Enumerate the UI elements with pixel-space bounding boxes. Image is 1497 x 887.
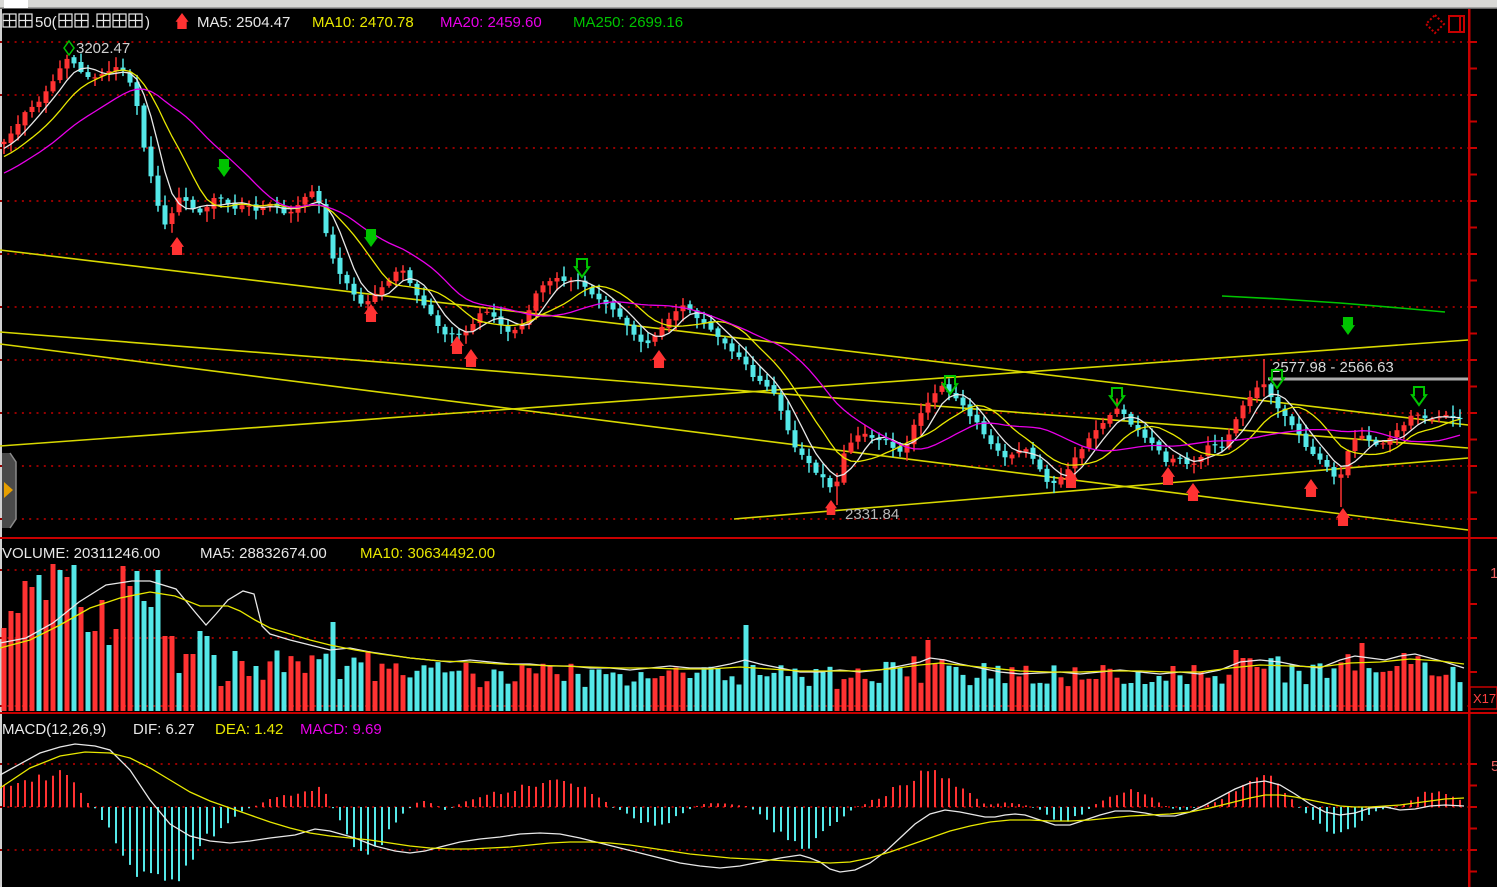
svg-text:.: . (91, 14, 95, 31)
svg-text:5: 5 (1491, 758, 1497, 775)
svg-text:DIF: 6.27: DIF: 6.27 (133, 721, 195, 738)
svg-text:MA10: 2470.78: MA10: 2470.78 (312, 14, 414, 31)
svg-text:X17: X17 (1473, 691, 1496, 706)
svg-text:VOLUME: 20311246.00: VOLUME: 20311246.00 (2, 545, 160, 562)
svg-text:3202.47: 3202.47 (76, 40, 130, 57)
svg-text:1: 1 (1490, 565, 1497, 582)
svg-text:MA250: 2699.16: MA250: 2699.16 (573, 14, 683, 31)
svg-text:): ) (145, 14, 150, 31)
svg-text:50(: 50( (35, 14, 57, 31)
svg-text:MA10: 30634492.00: MA10: 30634492.00 (360, 545, 495, 562)
svg-text:2331.84: 2331.84 (845, 506, 899, 523)
svg-text:MACD: 9.69: MACD: 9.69 (300, 721, 382, 738)
svg-text:MA5: 2504.47: MA5: 2504.47 (197, 14, 290, 31)
svg-text:MACD(12,26,9): MACD(12,26,9) (2, 721, 106, 738)
svg-text:MA5: 28832674.00: MA5: 28832674.00 (200, 545, 327, 562)
svg-text:2577.98 - 2566.63: 2577.98 - 2566.63 (1272, 359, 1394, 376)
svg-text:DEA: 1.42: DEA: 1.42 (215, 721, 283, 738)
svg-text:MA20: 2459.60: MA20: 2459.60 (440, 14, 542, 31)
